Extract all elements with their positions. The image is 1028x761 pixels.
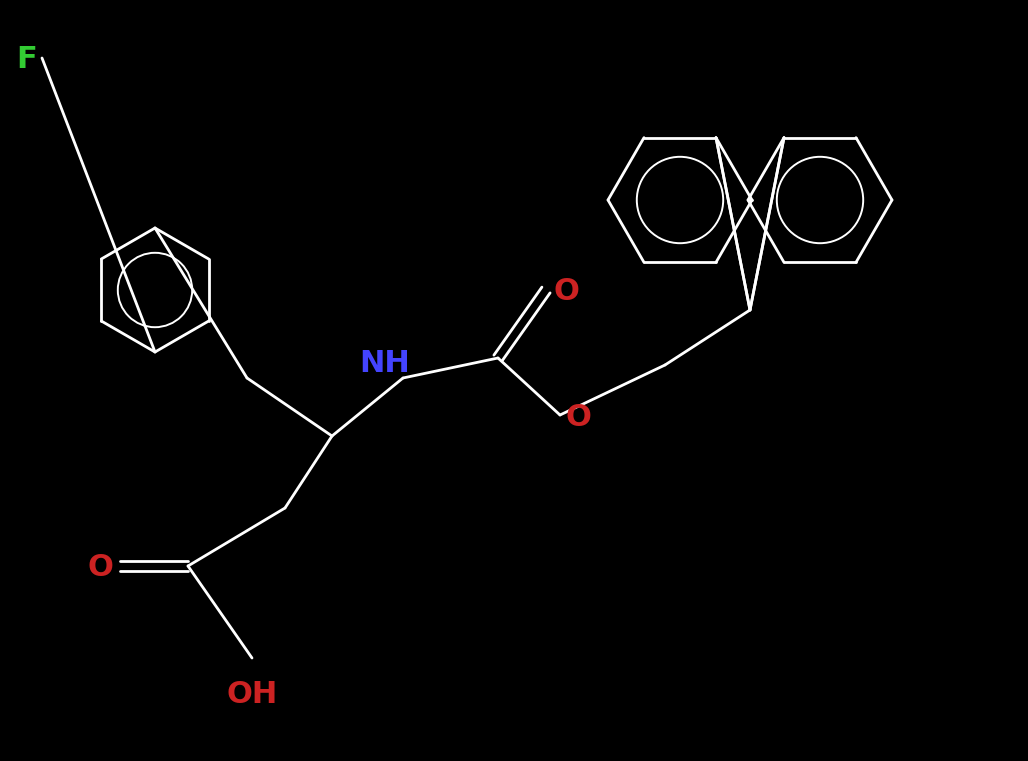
Text: F: F [16, 46, 37, 75]
Text: OH: OH [226, 680, 278, 709]
Text: O: O [565, 403, 591, 431]
Text: O: O [87, 553, 113, 582]
Text: O: O [553, 278, 579, 307]
Text: NH: NH [360, 349, 410, 378]
